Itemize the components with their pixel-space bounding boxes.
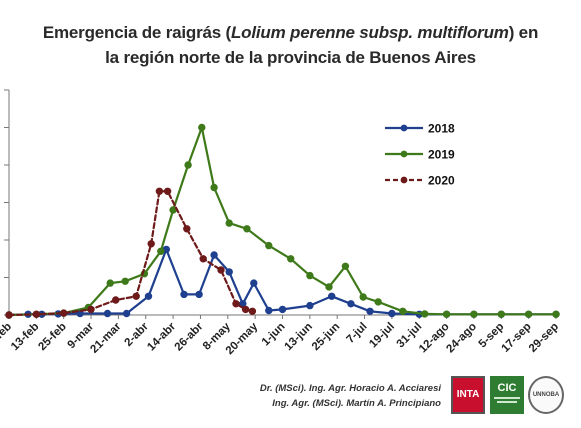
x-tick-label: 13-jun (283, 321, 315, 353)
legend-label-2018: 2018 (428, 122, 455, 136)
point-2019 (198, 123, 206, 132)
point-2020 (199, 255, 207, 263)
point-2019 (497, 310, 505, 318)
point-2020 (155, 187, 164, 196)
credit-author-2: Ing. Agr. (MSci). Martín A. Principiano (272, 398, 441, 409)
legend-label-2020: 2020 (428, 174, 455, 188)
x-tick-label: 21-mar (88, 320, 124, 356)
point-2020 (241, 305, 250, 314)
legend-marker-2020 (400, 176, 408, 184)
x-tick-label: 25-feb (36, 321, 68, 353)
credit-author-1: Dr. (MSci). Ing. Agr. Horacio A. Acciare… (259, 383, 441, 394)
point-2018 (388, 309, 396, 318)
point-2020 (132, 292, 140, 300)
point-2018 (195, 290, 203, 299)
point-2019 (421, 310, 429, 318)
cic-logo: CIC (490, 376, 524, 414)
point-2020 (32, 310, 41, 318)
point-2019 (359, 293, 367, 301)
point-2019 (243, 225, 251, 233)
point-2019 (287, 255, 295, 263)
point-2019 (121, 277, 129, 285)
x-tick-label: 29-sep (527, 321, 561, 355)
x-tick-label: 13-feb (9, 321, 41, 353)
x-tick-label: 17-sep (500, 321, 534, 355)
point-2018 (328, 292, 336, 300)
point-2019 (225, 219, 233, 227)
x-tick-label: 26-abr (173, 320, 206, 353)
point-2018 (265, 306, 273, 315)
point-2019 (341, 262, 350, 270)
point-2019 (184, 161, 192, 169)
point-2018 (210, 251, 218, 259)
point-2018 (250, 279, 258, 287)
x-tick-label: 19-jul (367, 321, 397, 351)
point-2019 (524, 310, 533, 318)
point-2018 (306, 301, 314, 310)
point-2018 (366, 307, 374, 315)
point-2020 (183, 225, 191, 233)
point-2019 (210, 183, 218, 192)
point-2019 (325, 283, 333, 291)
point-2018 (180, 290, 188, 299)
x-tick-label: 24-ago (444, 321, 479, 356)
point-2018 (103, 309, 112, 318)
series-line-2019 (7, 126, 558, 317)
point-2018 (278, 305, 287, 314)
credits: Dr. (MSci). Ing. Agr. Horacio A. Acciare… (260, 381, 441, 411)
point-2020 (60, 309, 68, 317)
point-2019 (306, 271, 314, 280)
chart-title-line2: la región norte de la provincia de Bueno… (105, 48, 476, 67)
point-2018 (144, 292, 153, 300)
point-2020 (163, 187, 172, 196)
point-2020 (112, 296, 120, 304)
point-2018 (347, 300, 355, 308)
point-2020 (87, 305, 95, 314)
chart-title-line1: Emergencia de raigrás (Lolium perenne su… (42, 23, 539, 42)
point-2019 (399, 307, 407, 315)
x-tick-label: 7-jul (344, 321, 369, 346)
point-2020 (248, 307, 257, 315)
point-2020 (232, 300, 240, 308)
point-2018 (225, 268, 233, 276)
point-2020 (147, 240, 155, 248)
point-2019 (106, 279, 114, 287)
legend-marker-2019 (400, 150, 408, 158)
legend-marker-2018 (400, 124, 408, 132)
point-2020 (5, 311, 13, 319)
point-2020 (217, 266, 225, 274)
legend-label-2019: 2019 (428, 148, 455, 162)
x-tick-label: 14-abr (145, 320, 178, 353)
x-tick-label: 25-jun (310, 321, 342, 353)
point-2019 (374, 298, 382, 306)
point-2019 (470, 310, 478, 318)
unnoba-logo: UNNOBA (528, 376, 564, 414)
point-2019 (265, 241, 273, 250)
inta-logo: INTA (451, 376, 485, 414)
point-2019 (552, 310, 560, 318)
point-2019 (442, 310, 451, 318)
point-2018 (122, 309, 131, 318)
point-2019 (157, 247, 165, 256)
